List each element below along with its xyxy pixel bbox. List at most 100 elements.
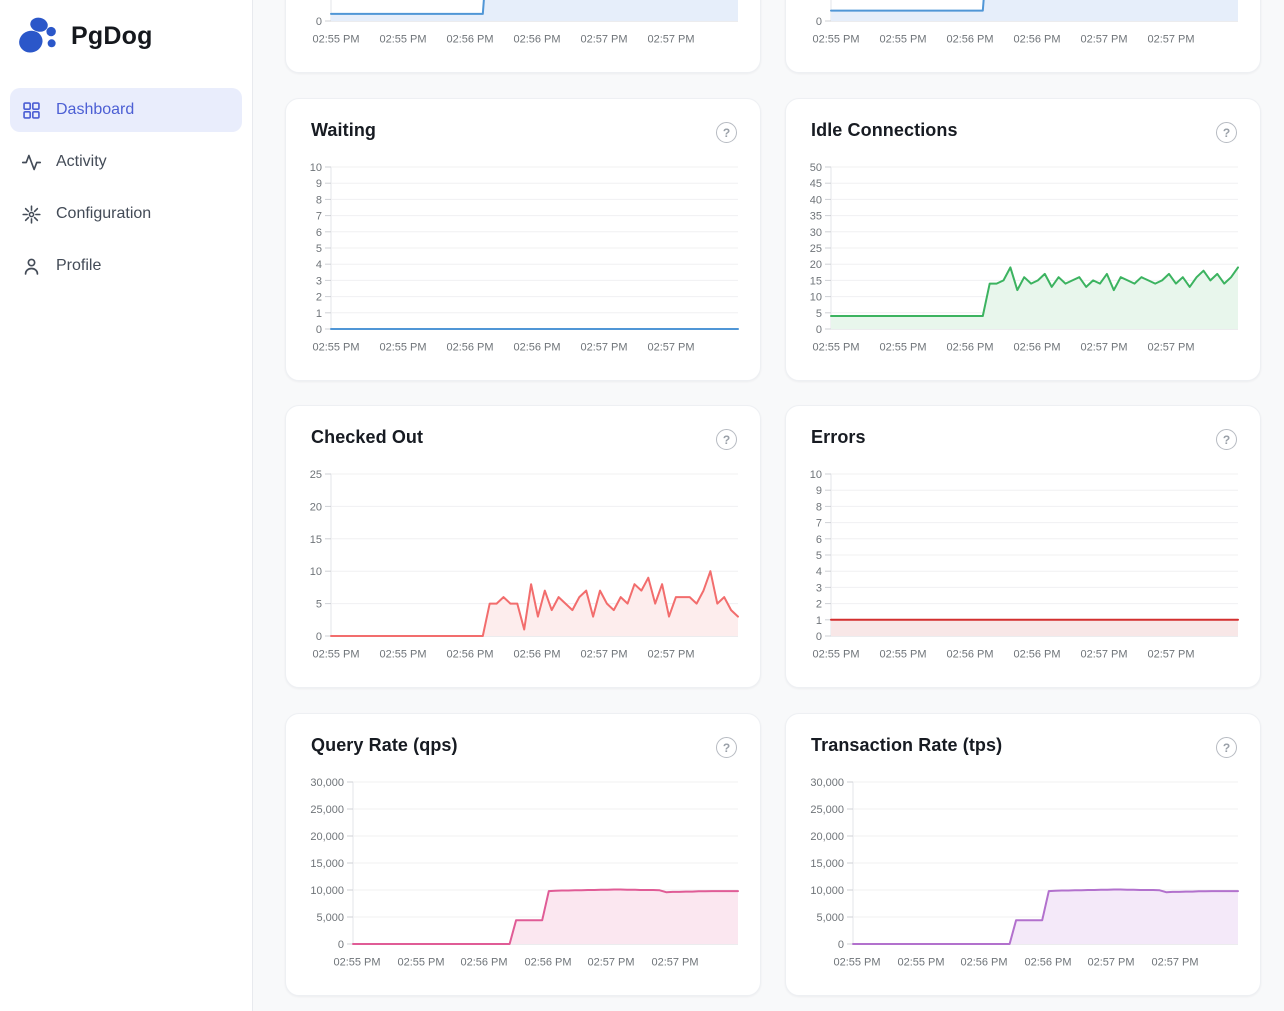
svg-text:02:57 PM: 02:57 PM [1147, 34, 1194, 46]
svg-text:30,000: 30,000 [310, 777, 344, 789]
svg-text:30,000: 30,000 [810, 777, 844, 789]
svg-text:10: 10 [310, 566, 322, 578]
area-chart-top-right: 0 02:55 PM 02:55 PM 02:56 PM 02:56 PM 02:57 P… [812, 0, 1238, 46]
svg-text:02:57 PM: 02:57 PM [587, 957, 634, 969]
svg-text:45: 45 [810, 178, 822, 190]
svg-text:10,000: 10,000 [310, 885, 344, 897]
svg-text:5,000: 5,000 [816, 912, 844, 924]
svg-text:02:55 PM: 02:55 PM [879, 649, 926, 661]
svg-text:02:56 PM: 02:56 PM [1013, 34, 1060, 46]
sidebar-item-label: Configuration [56, 205, 152, 222]
svg-text:02:55 PM: 02:55 PM [379, 34, 426, 46]
svg-text:02:56 PM: 02:56 PM [946, 649, 993, 661]
svg-text:0: 0 [338, 939, 344, 951]
svg-text:15: 15 [310, 534, 322, 546]
chart-title: Query Rate (qps) [311, 735, 458, 755]
sidebar-item-dashboard[interactable]: Dashboard [10, 88, 242, 132]
svg-text:0: 0 [316, 16, 322, 28]
chart-title: Waiting [311, 120, 377, 140]
svg-text:2: 2 [316, 292, 322, 304]
area-chart-checked-out: 25 20 15 10 5 0 02:55 PM 02:55 PM 02:56 PM 02:56 … [310, 469, 739, 661]
chart-title: Errors [811, 427, 866, 447]
svg-text:0: 0 [838, 939, 844, 951]
chart-card-transaction-rate: Transaction Rate (tps) ? 30,000 25,000 20,… [785, 713, 1261, 996]
chart-title: Transaction Rate (tps) [811, 735, 1003, 755]
svg-text:7: 7 [316, 211, 322, 223]
svg-text:15: 15 [810, 275, 822, 287]
svg-text:02:55 PM: 02:55 PM [897, 957, 944, 969]
svg-text:5: 5 [316, 243, 322, 255]
svg-text:0: 0 [816, 324, 822, 336]
help-icon[interactable]: ? [716, 737, 737, 758]
help-icon[interactable]: ? [1216, 429, 1237, 450]
chart-card-checked-out: Checked Out ? 25 20 15 10 5 0 02:55 PM 02:55 PM… [285, 405, 761, 688]
svg-text:0: 0 [816, 16, 822, 28]
svg-text:1: 1 [816, 615, 822, 627]
svg-text:02:55 PM: 02:55 PM [812, 342, 859, 354]
svg-text:2: 2 [816, 599, 822, 611]
svg-text:02:56 PM: 02:56 PM [1013, 649, 1060, 661]
svg-text:02:57 PM: 02:57 PM [1147, 649, 1194, 661]
profile-person-icon [24, 258, 39, 275]
svg-text:02:55 PM: 02:55 PM [812, 34, 859, 46]
help-icon[interactable]: ? [1216, 737, 1237, 758]
svg-text:0: 0 [316, 324, 322, 336]
svg-text:02:55 PM: 02:55 PM [333, 957, 380, 969]
sidebar-item-label: Profile [56, 257, 102, 274]
svg-text:02:57 PM: 02:57 PM [1151, 957, 1198, 969]
svg-text:3: 3 [316, 275, 322, 287]
sidebar-item-configuration[interactable]: Configuration [10, 192, 242, 236]
svg-text:8: 8 [816, 501, 822, 513]
svg-text:02:56 PM: 02:56 PM [513, 649, 560, 661]
sidebar-item-profile[interactable]: Profile [10, 244, 242, 288]
svg-text:25: 25 [810, 243, 822, 255]
svg-text:25: 25 [310, 469, 322, 481]
svg-text:3: 3 [816, 582, 822, 594]
area-chart-transaction-rate: 30,000 25,000 20,000 15,000 10,000 5,000 0 02:5… [810, 777, 1239, 969]
svg-text:02:57 PM: 02:57 PM [580, 342, 627, 354]
svg-text:6: 6 [316, 227, 322, 239]
svg-text:02:57 PM: 02:57 PM [651, 957, 698, 969]
svg-text:4: 4 [816, 566, 822, 578]
svg-text:02:57 PM: 02:57 PM [647, 649, 694, 661]
svg-text:5,000: 5,000 [316, 912, 344, 924]
svg-text:02:56 PM: 02:56 PM [446, 34, 493, 46]
svg-text:9: 9 [316, 178, 322, 190]
svg-text:10,000: 10,000 [810, 885, 844, 897]
svg-text:0: 0 [816, 631, 822, 643]
svg-text:02:57 PM: 02:57 PM [647, 342, 694, 354]
svg-text:15,000: 15,000 [810, 858, 844, 870]
svg-text:02:57 PM: 02:57 PM [1147, 342, 1194, 354]
svg-text:02:55 PM: 02:55 PM [397, 957, 444, 969]
svg-text:15,000: 15,000 [310, 858, 344, 870]
svg-text:25,000: 25,000 [810, 804, 844, 816]
svg-text:02:55 PM: 02:55 PM [812, 649, 859, 661]
svg-text:02:57 PM: 02:57 PM [580, 649, 627, 661]
svg-text:8: 8 [316, 194, 322, 206]
dashboard-grid-icon [23, 101, 40, 119]
sidebar: PgDog Dashboard Activity [0, 0, 253, 1011]
svg-text:02:57 PM: 02:57 PM [1080, 34, 1127, 46]
chart-card-waiting: Waiting ? 10 9 8 7 6 5 4 3 2 1 0 02:55 PM 02:55 PM 02… [285, 98, 761, 381]
svg-text:25,000: 25,000 [310, 804, 344, 816]
svg-text:02:56 PM: 02:56 PM [460, 957, 507, 969]
help-icon[interactable]: ? [716, 122, 737, 143]
app-logo: PgDog [0, 0, 252, 57]
svg-text:02:55 PM: 02:55 PM [833, 957, 880, 969]
help-icon[interactable]: ? [716, 429, 737, 450]
svg-text:40: 40 [810, 194, 822, 206]
svg-text:02:56 PM: 02:56 PM [1024, 957, 1071, 969]
svg-text:20,000: 20,000 [310, 831, 344, 843]
svg-text:5: 5 [816, 550, 822, 562]
svg-text:02:57 PM: 02:57 PM [580, 34, 627, 46]
svg-text:02:57 PM: 02:57 PM [647, 34, 694, 46]
svg-text:10: 10 [810, 292, 822, 304]
sidebar-item-activity[interactable]: Activity [10, 140, 242, 184]
svg-text:0: 0 [316, 631, 322, 643]
chart-title: Idle Connections [811, 120, 958, 140]
svg-text:02:55 PM: 02:55 PM [312, 342, 359, 354]
help-icon[interactable]: ? [1216, 122, 1237, 143]
svg-text:6: 6 [816, 534, 822, 546]
svg-text:9: 9 [816, 485, 822, 497]
